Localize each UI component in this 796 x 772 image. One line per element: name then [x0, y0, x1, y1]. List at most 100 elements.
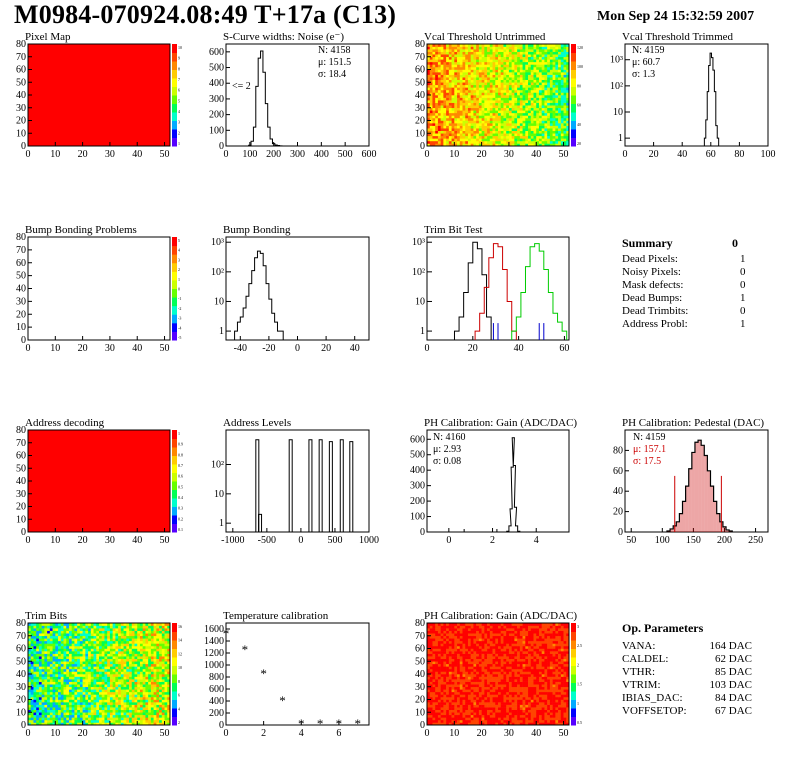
heatmap-cell	[435, 633, 439, 637]
heatmap-cell	[457, 95, 461, 98]
heatmap-cell	[506, 44, 510, 47]
heatmap-cell	[566, 143, 570, 147]
heatmap-cell	[137, 630, 141, 634]
heatmap-cell	[437, 633, 441, 637]
heatmap-cell	[530, 130, 534, 134]
heatmap-cell	[500, 72, 504, 75]
heatmap-cell	[489, 44, 493, 47]
heatmap-cell	[454, 714, 458, 718]
heatmap-cell	[85, 648, 89, 652]
heatmap-cell	[506, 140, 510, 144]
heatmap-fill	[28, 430, 170, 532]
heatmap-cell	[30, 630, 34, 634]
heatmap-cell	[435, 74, 439, 78]
heatmap-cell	[440, 44, 444, 47]
heatmap-cell	[503, 89, 507, 93]
heatmap-cell	[90, 707, 94, 710]
heatmap-cell	[498, 84, 502, 88]
heatmap-cell	[437, 658, 441, 662]
heatmap-cell	[109, 707, 113, 710]
heatmap-cell	[435, 120, 439, 124]
heatmap-cell	[522, 89, 526, 93]
heatmap-cell	[150, 702, 154, 705]
heatmap-cell	[530, 77, 534, 80]
heatmap-cell	[159, 674, 163, 677]
heatmap-cell	[150, 709, 154, 713]
heatmap-cell	[478, 125, 482, 129]
heatmap-cell	[88, 709, 92, 713]
heatmap-cell	[99, 643, 103, 647]
heatmap-cell	[563, 112, 567, 116]
heatmap-cell	[71, 630, 75, 634]
heatmap-cell	[101, 635, 105, 639]
heatmap-cell	[541, 128, 545, 131]
heatmap-cell	[118, 653, 122, 657]
heatmap-cell	[506, 102, 510, 106]
heatmap-cell	[30, 635, 34, 639]
heatmap-cell	[55, 691, 59, 695]
heatmap-cell	[93, 640, 97, 644]
heatmap-cell	[508, 135, 512, 139]
heatmap-cell	[465, 51, 469, 55]
heatmap-cell	[536, 56, 540, 60]
heatmap-cell	[470, 66, 474, 70]
heatmap-cell	[148, 643, 152, 647]
heatmap-cell	[552, 64, 556, 68]
heatmap-cell	[451, 138, 455, 142]
heatmap-cell	[547, 77, 551, 80]
heatmap-cell	[498, 117, 502, 121]
heatmap-cell	[462, 79, 466, 83]
heatmap-cell	[161, 686, 165, 690]
heatmap-cell	[555, 100, 559, 103]
heatmap-cell	[112, 658, 116, 662]
heatmap-cell	[440, 61, 444, 65]
heatmap-cell	[522, 49, 526, 52]
heatmap-cell	[489, 59, 493, 63]
heatmap-cell	[145, 681, 149, 685]
heatmap-cell	[123, 691, 127, 695]
heatmap-cell	[432, 714, 436, 718]
heatmap-cell	[511, 49, 515, 52]
heatmap-cell	[427, 666, 431, 670]
heatmap-cell	[109, 638, 113, 642]
heatmap-cell	[487, 46, 491, 50]
heatmap-cell	[112, 625, 116, 629]
op-param-label: IBIAS_DAC:	[622, 692, 683, 704]
heatmap-cell	[41, 699, 45, 703]
heatmap-cell	[71, 691, 75, 695]
heatmap-cell	[481, 115, 485, 119]
heatmap-cell	[432, 51, 436, 55]
heatmap-cell	[443, 133, 447, 137]
heatmap-cell	[159, 709, 163, 713]
heatmap-cell	[440, 133, 444, 137]
heatmap-cell	[68, 640, 72, 644]
heatmap-cell	[443, 97, 447, 101]
heatmap-cell	[145, 684, 149, 688]
heatmap-cell	[519, 105, 523, 109]
heatmap-cell	[549, 125, 553, 129]
heatmap-cell	[52, 712, 56, 716]
heatmap-cell	[77, 656, 81, 659]
heatmap-cell	[55, 640, 59, 644]
heatmap-cell	[38, 696, 42, 700]
heatmap-cell	[437, 61, 441, 65]
heatmap-cell	[52, 714, 56, 718]
heatmap-cell	[101, 643, 105, 647]
heatmap-cell	[552, 77, 556, 80]
heatmap-cell	[552, 107, 556, 111]
heatmap-cell	[476, 51, 480, 55]
heatmap-cell	[514, 66, 518, 70]
heatmap-cell	[36, 676, 40, 680]
heatmap-cell	[156, 648, 160, 652]
heatmap-cell	[47, 702, 51, 705]
heatmap-cell	[514, 107, 518, 111]
heatmap-cell	[427, 638, 431, 642]
y-tick-label: 20	[16, 502, 26, 513]
palette-label: 8	[178, 66, 180, 71]
heatmap-cell	[129, 648, 133, 652]
heatmap-cell	[437, 125, 441, 129]
heatmap-cell	[432, 684, 436, 688]
heatmap-cell	[123, 630, 127, 634]
heatmap-cell	[435, 638, 439, 642]
heatmap-cell	[107, 686, 111, 690]
